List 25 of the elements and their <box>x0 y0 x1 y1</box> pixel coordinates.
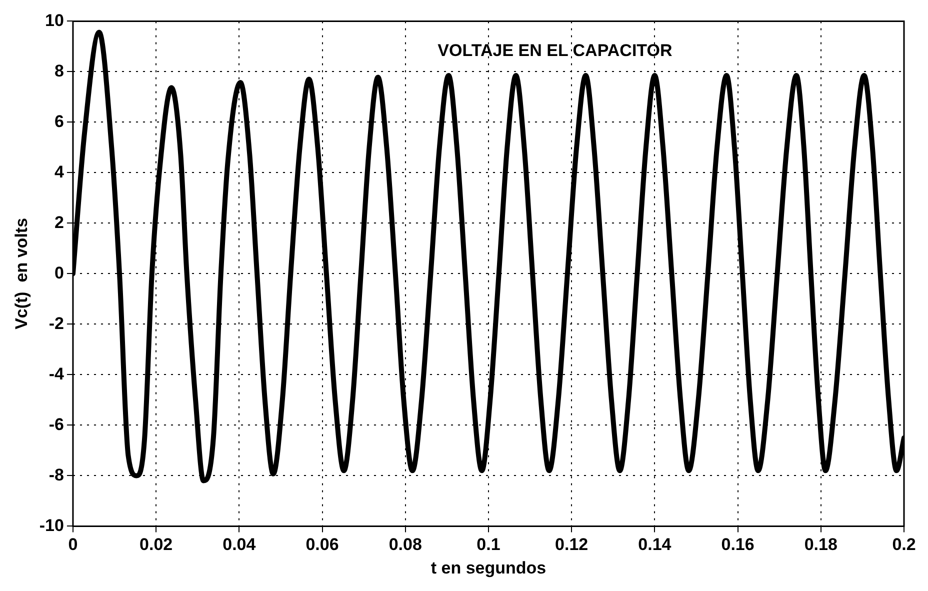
y-tick-label: 0 <box>54 263 64 282</box>
x-tick-label: 0.06 <box>306 535 339 554</box>
x-tick-label: 0.02 <box>140 535 173 554</box>
y-tick-label: -8 <box>48 465 64 484</box>
y-tick-label: 10 <box>45 10 64 30</box>
y-tick-label: -6 <box>48 414 64 434</box>
y-tick-label: 6 <box>54 112 64 131</box>
text: VOLTAJE EN EL CAPACITOR <box>438 40 672 60</box>
y-tick-label: 8 <box>54 61 64 80</box>
x-axis-title: t en segundos <box>430 558 546 578</box>
y-tick-label: -10 <box>39 516 64 535</box>
x-tick-label: 0.04 <box>222 535 256 554</box>
y-axis-title: Vc(t) en volts <box>12 218 31 330</box>
y-tick-label: -4 <box>48 364 65 384</box>
y-tick-label: 4 <box>54 162 64 182</box>
x-tick-label: 0.18 <box>804 535 838 554</box>
y-tick-label: 2 <box>54 212 64 232</box>
x-tick-label: 0.16 <box>721 535 754 554</box>
x-tick-label: 0.12 <box>555 535 588 554</box>
x-tick-label: 0.2 <box>892 535 916 554</box>
x-tick-label: 0.14 <box>638 535 672 554</box>
x-tick-label: 0.1 <box>476 535 500 554</box>
y-tick-label: -2 <box>48 314 64 333</box>
x-tick-label: 0.08 <box>388 535 422 554</box>
x-tick-label: 0 <box>68 535 78 554</box>
